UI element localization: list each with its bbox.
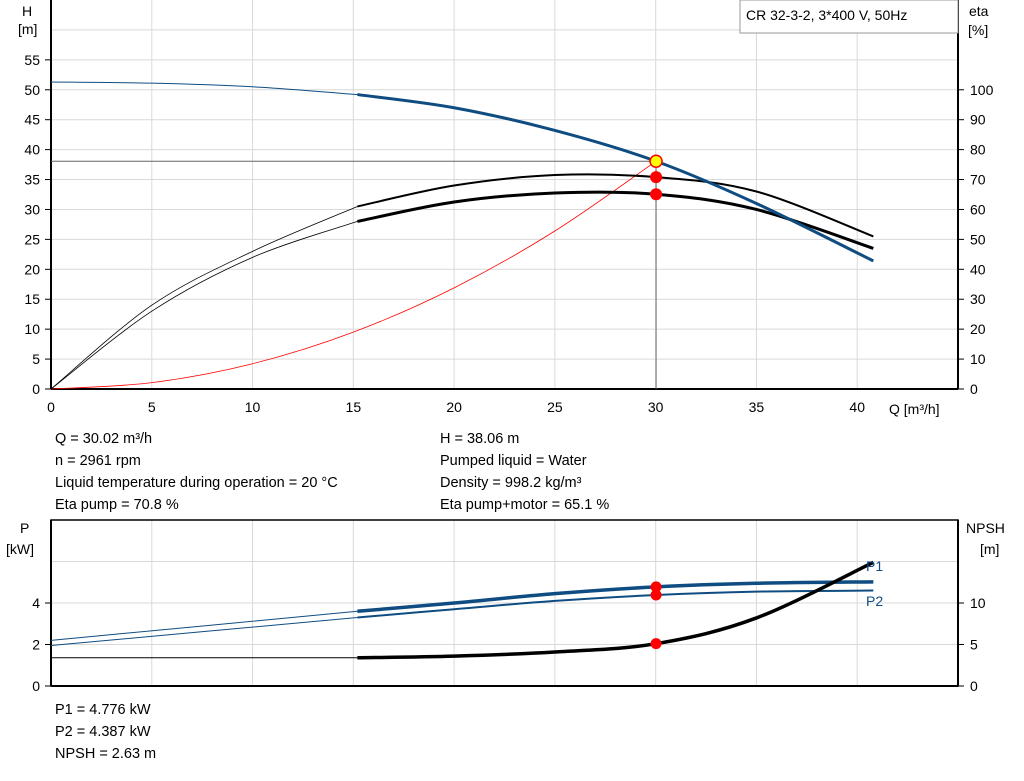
x-tick-label: 40: [849, 399, 865, 415]
npsh-curve-thick: [357, 560, 875, 660]
y-right-tick-label: 10: [970, 595, 986, 611]
npsh-duty-marker: [650, 638, 662, 650]
y-left-tick-label: 25: [24, 231, 40, 247]
info-eta-pump-motor: Eta pump+motor = 65.1 %: [440, 497, 610, 513]
y-left-label-2: [m]: [18, 21, 37, 37]
x-axis-label: Q [m³/h]: [889, 401, 940, 417]
power-npsh-chart: 0 2 4 0 5 10: [32, 519, 986, 694]
y-left-label-1: H: [22, 3, 32, 19]
npsh-axis-label-1: NPSH: [966, 520, 1005, 536]
p2-curve-thin: [50, 617, 358, 647]
info-p1: P1 = 4.776 kW: [55, 702, 151, 718]
info-left: Q = 30.02 m³/h n = 2961 rpm Liquid tempe…: [55, 428, 338, 516]
y-left-tick-label: 15: [24, 291, 40, 307]
info-head: H = 38.06 m: [440, 431, 520, 447]
x-tick-label: 35: [749, 399, 765, 415]
y-left-tick-label: 30: [24, 201, 40, 217]
duty-point-marker: [649, 154, 663, 168]
y-right-tick-label: 100: [970, 82, 994, 98]
y-right-tick-label: 40: [970, 261, 986, 277]
npsh-axis-label-2: [m]: [980, 541, 999, 557]
x-tick-label: 25: [547, 399, 563, 415]
p2-curve-thick: [357, 589, 874, 619]
eta-pump-motor-curve-thin: [50, 221, 358, 390]
p-axis-label-1: P: [20, 520, 29, 536]
y-left-tick-label: 5: [32, 351, 40, 367]
y-right-tick-label: 20: [970, 321, 986, 337]
y-left-tick-label: 4: [32, 595, 40, 611]
eta-pump-curve-thin: [50, 206, 358, 390]
y-right-label-2: [%]: [968, 22, 988, 38]
info-density: Density = 998.2 kg/m³: [440, 475, 582, 491]
info-flow: Q = 30.02 m³/h: [55, 431, 153, 447]
info-npsh: NPSH = 2.63 m: [55, 746, 157, 762]
y-right-tick-label: 10: [970, 351, 986, 367]
p1-curve-thin: [50, 610, 358, 641]
y-left-tick-label: 0: [32, 678, 40, 694]
y-right-tick-label: 80: [970, 142, 986, 158]
p2-series-label: P2: [866, 593, 883, 609]
y-left-tick-label: 45: [24, 112, 40, 128]
y-right-label-1: eta: [969, 3, 989, 19]
eta-pump-duty-marker: [650, 171, 663, 184]
info-p2: P2 = 4.387 kW: [55, 724, 151, 740]
legend-text: CR 32-3-2, 3*400 V, 50Hz: [746, 7, 907, 23]
p1-curve-thick: [357, 580, 874, 614]
p1-series-label: P1: [866, 558, 883, 574]
info-liquid: Pumped liquid = Water: [440, 453, 587, 469]
y-left-tick-label: 20: [24, 261, 40, 277]
p2-duty-marker: [650, 589, 662, 601]
y-right-tick-label: 30: [970, 291, 986, 307]
plot-frame: [51, 0, 958, 389]
info-eta-pump: Eta pump = 70.8 %: [55, 497, 179, 513]
info-bottom: P1 = 4.776 kW P2 = 4.387 kW NPSH = 2.63 …: [55, 699, 156, 765]
legend-box: [739, 0, 959, 34]
y-right-tick-label: 50: [970, 231, 986, 247]
y-right-tick-label: 0: [970, 381, 978, 397]
y-left-tick-label: 2: [32, 637, 40, 653]
y-left-tick-label: 40: [24, 142, 40, 158]
y-left-tick-label: 50: [24, 82, 40, 98]
y-right-tick-label: 60: [970, 201, 986, 217]
y-left-tick-label: 0: [32, 381, 40, 397]
head-efficiency-chart: 0 5 10 15 20 25 30 35 40 0 5 10 15 20 25 30 35 40 45 50 55 0 1…: [24, 0, 994, 415]
head-curve-thin: [50, 81, 358, 96]
y-right-tick-label: 0: [970, 678, 978, 694]
x-tick-label: 15: [346, 399, 362, 415]
y-right-tick-label: 5: [970, 637, 978, 653]
x-tick-label: 20: [446, 399, 462, 415]
eta-pump-motor-duty-marker: [650, 188, 663, 201]
y-left-tick-label: 35: [24, 172, 40, 188]
system-curve: [50, 160, 657, 390]
p1-duty-marker: [650, 581, 662, 593]
x-tick-label: 5: [148, 399, 156, 415]
info-temperature: Liquid temperature during operation = 20…: [55, 475, 338, 491]
head-curve-thick: [357, 93, 875, 263]
y-left-tick-label: 55: [24, 52, 40, 68]
info-right: H = 38.06 m Pumped liquid = Water Densit…: [440, 428, 609, 516]
y-right-tick-label: 90: [970, 112, 986, 128]
info-speed: n = 2961 rpm: [55, 453, 141, 469]
x-tick-label: 10: [245, 399, 261, 415]
eta-pump-curve-thick: [357, 173, 874, 238]
y-left-tick-label: 10: [24, 321, 40, 337]
eta-pump-motor-curve-thick: [357, 190, 874, 250]
x-tick-label: 0: [47, 399, 55, 415]
y-right-tick-label: 70: [970, 172, 986, 188]
p-axis-label-2: [kW]: [6, 541, 34, 557]
x-tick-label: 30: [648, 399, 664, 415]
